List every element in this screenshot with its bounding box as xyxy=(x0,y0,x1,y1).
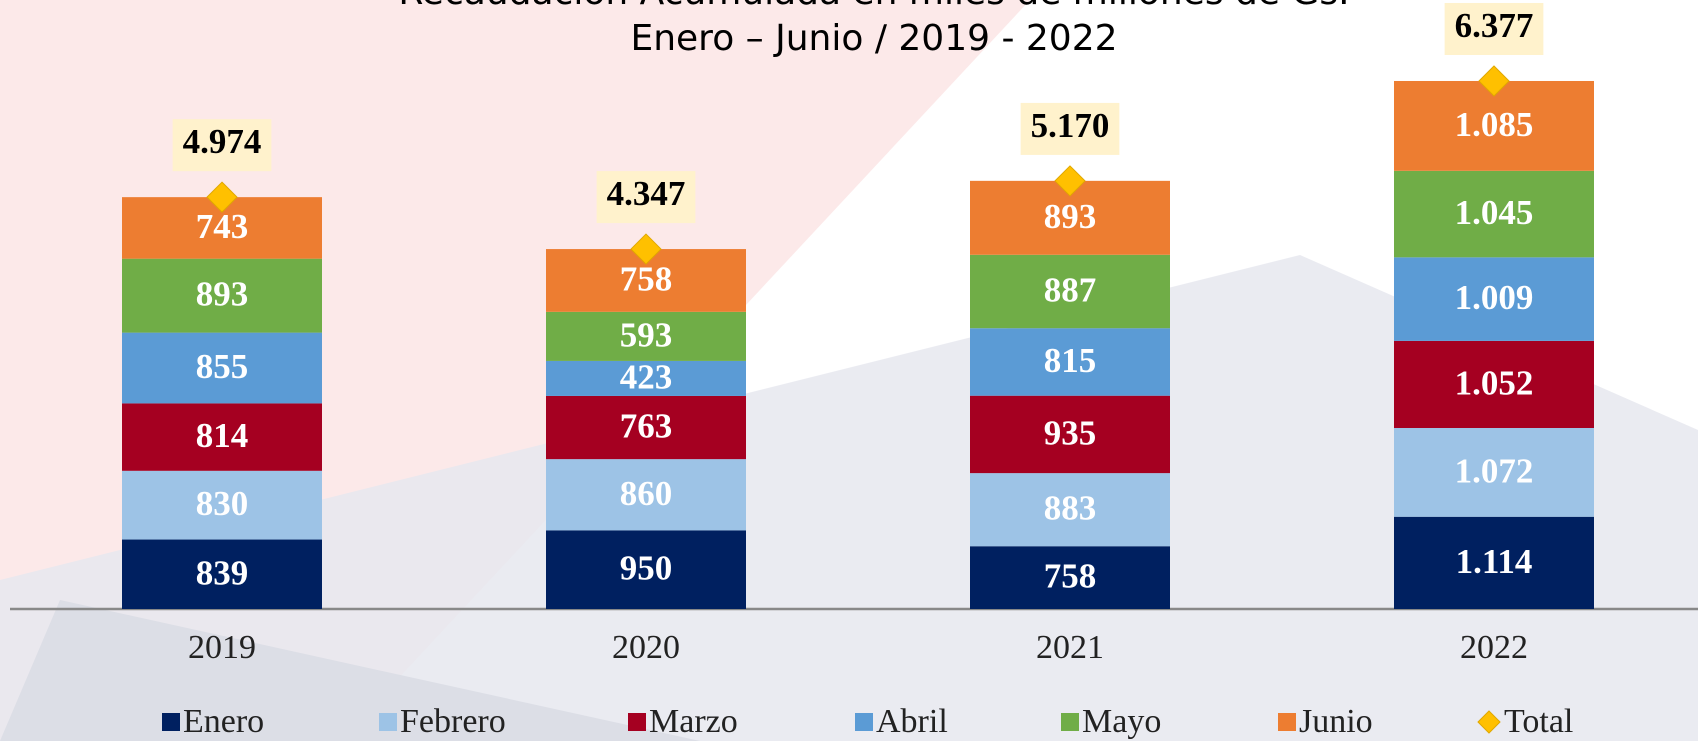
total-label: 5.170 xyxy=(1031,106,1110,145)
segment-label: 887 xyxy=(1044,271,1097,310)
legend-swatch xyxy=(1061,713,1079,731)
total-label: 6.377 xyxy=(1455,6,1534,45)
segment-label: 1.045 xyxy=(1455,193,1534,232)
segment-label: 893 xyxy=(1044,197,1097,236)
legend-swatch xyxy=(855,713,873,731)
x-tick-label: 2022 xyxy=(1460,629,1528,666)
total-label: 4.974 xyxy=(183,122,262,161)
legend-label: Marzo xyxy=(649,703,738,740)
legend-swatch xyxy=(1278,713,1296,731)
legend-swatch xyxy=(162,713,180,731)
legend-label: Junio xyxy=(1299,703,1373,740)
legend-label: Abril xyxy=(876,703,948,740)
segment-label: 1.114 xyxy=(1456,542,1533,581)
segment-label: 423 xyxy=(620,357,673,396)
segment-label: 1.052 xyxy=(1455,363,1534,402)
segment-label: 839 xyxy=(196,553,249,592)
segment-label: 593 xyxy=(620,315,673,354)
segment-label: 883 xyxy=(1044,489,1097,528)
legend-label: Total xyxy=(1504,703,1573,740)
legend-label: Mayo xyxy=(1082,703,1161,740)
total-label: 4.347 xyxy=(607,174,686,213)
segment-label: 1.009 xyxy=(1455,278,1534,317)
segment-label: 830 xyxy=(196,484,249,523)
chart-title: Recaudación Acumulada en miles de millon… xyxy=(398,0,1349,13)
x-tick-label: 2021 xyxy=(1036,629,1104,666)
chart-subtitle: Enero – Junio / 2019 - 2022 xyxy=(630,18,1117,59)
segment-label: 814 xyxy=(196,416,249,455)
legend-label: Febrero xyxy=(400,703,506,740)
segment-label: 860 xyxy=(620,474,673,513)
segment-label: 758 xyxy=(1044,557,1097,596)
legend-swatch xyxy=(379,713,397,731)
legend-swatch xyxy=(628,713,646,731)
chart: Recaudación Acumulada en miles de millon… xyxy=(0,0,1698,741)
x-tick-label: 2020 xyxy=(612,629,680,666)
segment-label: 758 xyxy=(620,259,673,298)
segment-label: 1.085 xyxy=(1455,105,1534,144)
segment-label: 950 xyxy=(620,549,673,588)
segment-label: 935 xyxy=(1044,413,1097,452)
x-tick-label: 2019 xyxy=(188,629,256,666)
segment-label: 763 xyxy=(620,407,673,446)
segment-label: 855 xyxy=(196,347,249,386)
segment-label: 1.072 xyxy=(1455,451,1534,490)
legend-label: Enero xyxy=(183,703,264,740)
segment-label: 815 xyxy=(1044,341,1097,380)
segment-label: 893 xyxy=(196,275,249,314)
